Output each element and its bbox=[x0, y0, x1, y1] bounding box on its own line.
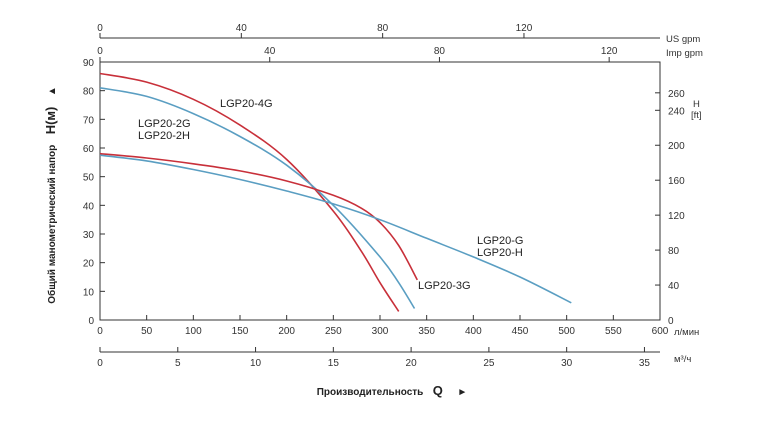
curve-series-4 bbox=[99, 154, 572, 304]
x-axis-title-symbol: Q bbox=[433, 383, 443, 398]
x-tick-label-lpm: 0 bbox=[97, 326, 103, 337]
y-axis-title-text: Общий манометрический напор bbox=[46, 145, 58, 304]
x-tick-label-lpm: 50 bbox=[141, 326, 153, 337]
y-tick-label-m: 60 bbox=[83, 144, 95, 155]
y-tick-label-m: 80 bbox=[83, 87, 95, 98]
curve-label: LGP20-4G bbox=[220, 98, 273, 110]
y-axis-title-arrow: ▲ bbox=[47, 86, 58, 96]
curve-series-3 bbox=[99, 152, 419, 281]
y-axis-title: Общий манометрический напор H(м) ▲ bbox=[42, 86, 59, 304]
x-tick-label-lpm: 550 bbox=[605, 326, 622, 337]
x-tick-label-lpm: 300 bbox=[372, 326, 389, 337]
y-tick-label-m: 40 bbox=[83, 201, 95, 212]
x-axis-title-text: Производительность bbox=[317, 387, 424, 398]
x-tick-label-lpm: 400 bbox=[465, 326, 482, 337]
x-tick-label-lpm: 500 bbox=[558, 326, 575, 337]
y-tick-label-m: 70 bbox=[83, 115, 95, 126]
x-unit-impgpm: Imp gpm bbox=[666, 48, 703, 59]
x-tick-label-m3h: 30 bbox=[561, 358, 573, 369]
y-tick-label-m: 50 bbox=[83, 173, 95, 184]
y-tick-label-m: 10 bbox=[83, 287, 95, 298]
y-axis-title-symbol: H(м) bbox=[43, 107, 58, 135]
axis-ticks: 0 50 100 150 200 250 300 350 400 450 500 550 600 л/ми… bbox=[83, 23, 703, 369]
x-tick-label-m3h: 10 bbox=[250, 358, 262, 369]
right-axis-title: H bbox=[693, 99, 700, 110]
y-tick-label-ft: 40 bbox=[668, 281, 680, 292]
x-tick-label-m3h: 15 bbox=[328, 358, 340, 369]
y-tick-label-m: 30 bbox=[83, 230, 95, 241]
x-tick-label-m3h: 35 bbox=[639, 358, 651, 369]
curve-series-1 bbox=[99, 72, 400, 312]
x-axis-title: Производительность Q ► bbox=[317, 382, 468, 399]
right-axis-unit: [ft] bbox=[691, 110, 702, 121]
x-tick-label-usgpm: 0 bbox=[97, 23, 103, 34]
x-tick-label-lpm: 450 bbox=[512, 326, 529, 337]
y-tick-label-ft: 120 bbox=[668, 211, 685, 222]
x-tick-label-impgpm: 80 bbox=[434, 46, 446, 57]
y-tick-label-ft: 240 bbox=[668, 106, 685, 117]
y-tick-label-ft: 200 bbox=[668, 141, 685, 152]
x-tick-label-lpm: 350 bbox=[418, 326, 435, 337]
x-unit-lpm: л/мин bbox=[674, 327, 699, 338]
curve-label: LGP20-2H bbox=[138, 130, 190, 142]
x-axis-title-arrow: ► bbox=[457, 387, 467, 398]
x-tick-label-lpm: 100 bbox=[185, 326, 202, 337]
y-tick-label-ft: 260 bbox=[668, 89, 685, 100]
x-tick-label-lpm: 150 bbox=[232, 326, 249, 337]
curve-label: LGP20-G bbox=[477, 235, 523, 247]
x-tick-label-m3h: 0 bbox=[97, 358, 103, 369]
x-tick-label-lpm: 600 bbox=[652, 326, 669, 337]
x-tick-label-lpm: 200 bbox=[278, 326, 295, 337]
y-tick-label-m: 20 bbox=[83, 259, 95, 270]
x-tick-label-m3h: 20 bbox=[406, 358, 418, 369]
y-tick-label-ft: 160 bbox=[668, 176, 685, 187]
y-tick-label-m: 0 bbox=[88, 316, 94, 327]
y-tick-label-m: 90 bbox=[83, 58, 95, 69]
x-tick-label-m3h: 5 bbox=[175, 358, 181, 369]
x-tick-label-lpm: 250 bbox=[325, 326, 342, 337]
x-tick-label-usgpm: 40 bbox=[236, 23, 248, 34]
y-tick-label-ft: 0 bbox=[668, 316, 674, 327]
x-tick-label-impgpm: 40 bbox=[264, 46, 276, 57]
x-unit-m3h: м³/ч bbox=[674, 354, 691, 365]
curve-label: LGP20-2G bbox=[138, 118, 191, 130]
y-tick-label-ft: 80 bbox=[668, 246, 680, 257]
x-tick-label-impgpm: 120 bbox=[601, 46, 618, 57]
curve-label: LGP20-3G bbox=[418, 280, 471, 292]
x-tick-label-m3h: 25 bbox=[483, 358, 495, 369]
curve-series-2 bbox=[99, 87, 416, 309]
curve-label: LGP20-H bbox=[477, 247, 523, 259]
x-tick-label-usgpm: 80 bbox=[377, 23, 389, 34]
x-tick-label-impgpm: 0 bbox=[97, 46, 103, 57]
x-unit-usgpm: US gpm bbox=[666, 34, 700, 45]
curves bbox=[99, 72, 572, 312]
x-tick-label-usgpm: 120 bbox=[516, 23, 533, 34]
